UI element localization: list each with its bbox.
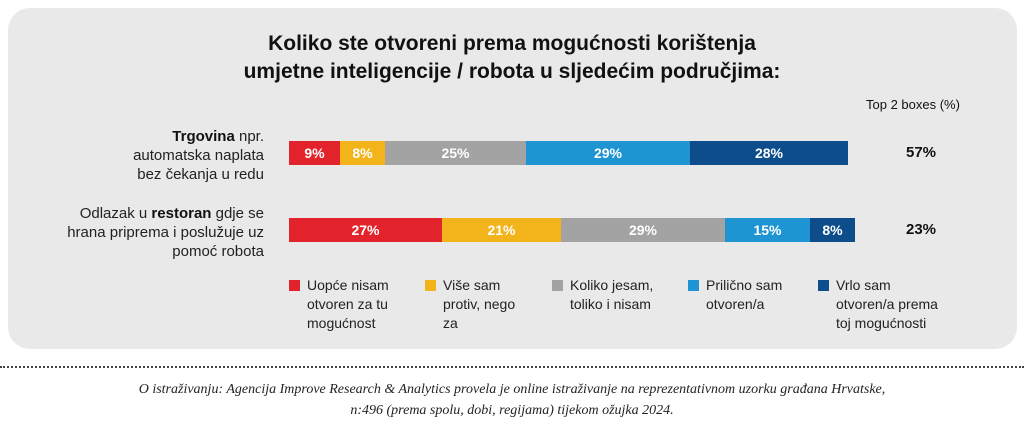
data-label: 9% [304,145,325,161]
category-label-text: Odlazak u [79,205,152,222]
legend-label-line: otvoren za tu [307,296,388,312]
legend-label-line: otvoren/a prema [836,296,938,312]
legend-item: Vrlo sam otvoren/a prema toj mogućnosti [818,276,938,333]
legend-label: Uopće nisam otvoren za tu mogućnost [307,276,389,333]
top2-value: 23% [906,221,937,238]
bar-segment: 29% [526,141,690,165]
top2-value: 57% [906,144,937,161]
legend-item: Koliko jesam, toliko i nisam [552,276,653,314]
legend-label: Vrlo sam otvoren/a prema toj mogućnosti [836,276,938,333]
category-label-text: Trgovina [172,128,235,145]
chart-title-line-2: umjetne inteligencije / robota u sljedeć… [243,60,781,83]
bar-segment: 25% [385,141,526,165]
bar-segment: 29% [561,218,725,242]
category-label-text: gdje se [211,205,264,222]
legend-item: Uopće nisam otvoren za tu mogućnost [289,276,389,333]
bar-segment: 15% [725,218,810,242]
legend-label: Više sam protiv, nego za [443,276,515,333]
bar-segment: 27% [289,218,442,242]
bar-segment: 21% [442,218,561,242]
divider [0,366,1024,368]
data-label: 25% [441,145,470,161]
legend-label-line: Uopće nisam [307,277,389,293]
legend-swatch [688,280,699,291]
legend-label-line: protiv, nego [443,296,516,312]
legend-label-line: toj mogućnosti [836,315,927,331]
legend-label-line: Prilično sam [706,277,783,293]
category-label-line: pomoć robota [20,242,264,261]
legend-item: Prilično sam otvoren/a [688,276,782,314]
category-label-text: npr. [234,128,264,145]
category-label-text: hrana priprema i poslužuje uz [67,224,264,241]
footnote-line-1: O istraživanju: Agencija Improve Researc… [138,382,886,397]
data-label: 29% [628,222,658,238]
category-label-text: restoran [151,205,212,222]
category-label-line: Trgovina npr. [20,127,264,146]
footnote-line-2: n:496 (prema spolu, dobi, regijama) tije… [350,403,674,418]
bar-segment: 28% [690,141,848,165]
legend-label-line: za [443,315,458,331]
bar-segment: 8% [340,141,385,165]
legend-label: Prilično sam otvoren/a [706,276,782,314]
legend-label-line: otvoren/a [706,296,765,312]
legend-label-line: Vrlo sam [836,277,891,293]
data-label: 8% [822,222,843,238]
stacked-bar: 9% 8% 25% 29% 28% [289,141,848,165]
data-label: 21% [487,222,516,238]
data-label: 28% [754,145,784,161]
category-label-text: automatska naplata [133,147,264,164]
category-label: Trgovina npr. automatska naplata bez čekan… [20,127,264,184]
stacked-bar: 27% 21% 29% 15% 8% [289,218,855,242]
legend-label-line: Koliko jesam, [570,277,654,293]
category-label-text: pomoć robota [172,243,264,260]
legend-swatch [552,280,563,291]
legend-item: Više sam protiv, nego za [425,276,515,333]
legend-label: Koliko jesam, toliko i nisam [570,276,653,314]
chart-panel [8,8,1017,349]
data-label: 29% [593,145,623,161]
category-label: Odlazak u restoran gdje se hrana priprema… [20,204,264,261]
footnote: O istraživanju: Agencija Improve Researc… [0,379,1024,421]
legend-label-line: mogućnost [307,315,376,331]
legend-swatch [818,280,829,291]
legend-label-line: Više sam [443,277,501,293]
category-label-line: bez čekanja u redu [20,165,264,184]
category-label-line: hrana priprema i poslužuje uz [20,223,264,242]
category-label-line: Odlazak u restoran gdje se [20,204,264,223]
chart-title: Koliko ste otvoreni prema mogućnosti kor… [0,30,1024,86]
category-label-text: bez čekanja u redu [137,166,264,183]
data-label: 15% [753,222,782,238]
legend-swatch [289,280,300,291]
legend-label-line: toliko i nisam [570,296,651,312]
legend-swatch [425,280,436,291]
top2-header: Top 2 boxes (%) [866,97,960,112]
chart-title-line-1: Koliko ste otvoreni prema mogućnosti kor… [268,32,756,55]
bar-segment: 8% [810,218,855,242]
data-label: 27% [351,222,380,238]
data-label: 8% [352,145,373,161]
bar-segment: 9% [289,141,340,165]
category-label-line: automatska naplata [20,146,264,165]
